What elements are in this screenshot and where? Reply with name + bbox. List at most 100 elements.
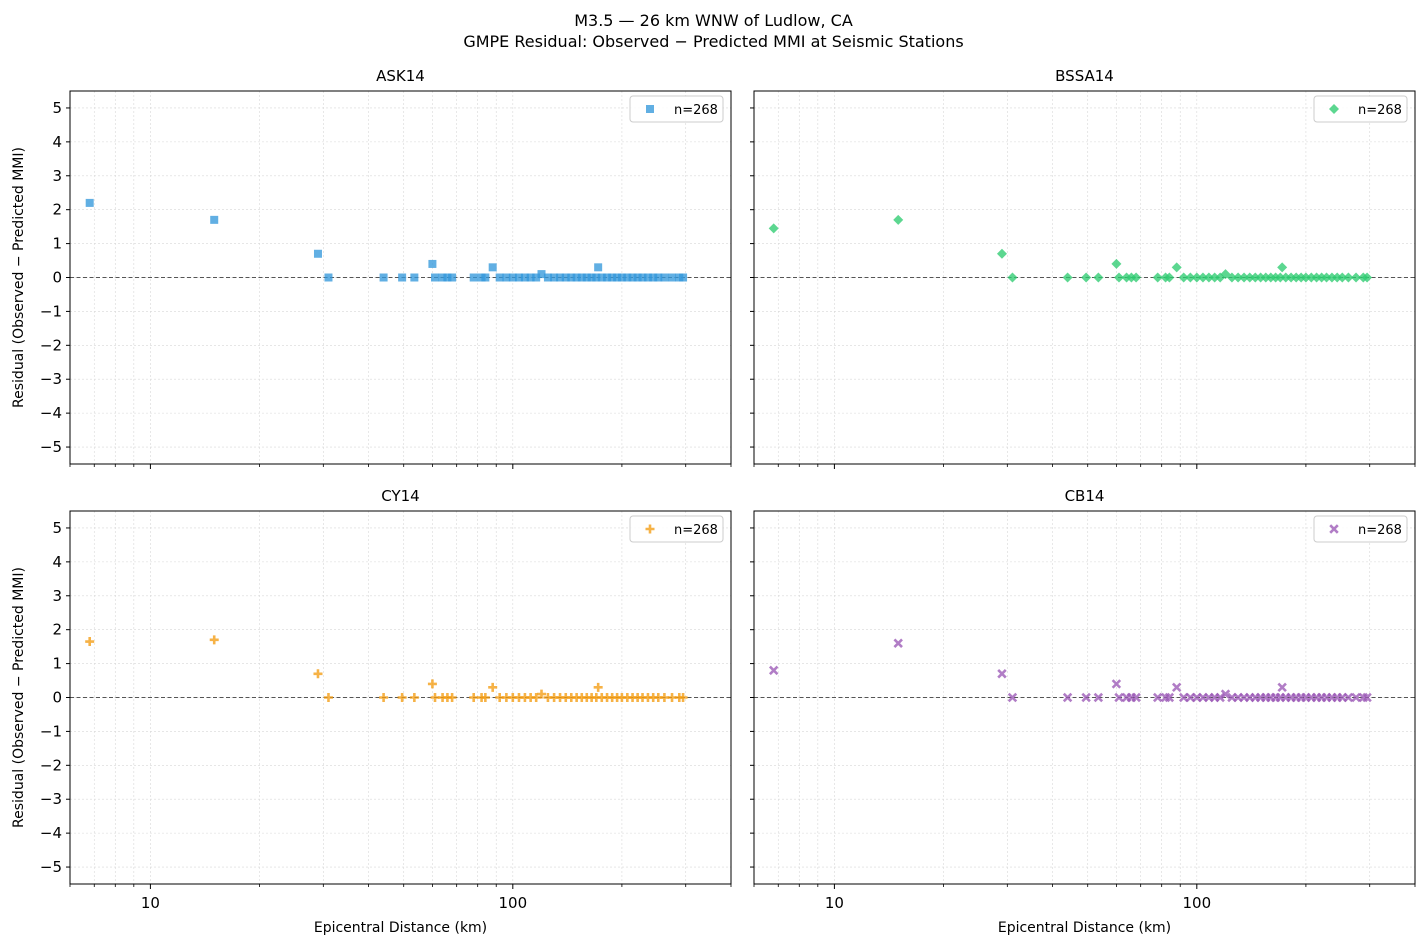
data-point	[1131, 692, 1141, 703]
data-point	[428, 259, 437, 268]
data-point	[531, 693, 541, 702]
data-point	[1178, 272, 1189, 283]
data-point	[679, 273, 688, 282]
figure-title-line2: GMPE Residual: Observed − Predicted MMI …	[463, 32, 964, 51]
data-point	[543, 273, 552, 282]
data-point	[1326, 272, 1337, 283]
data-point	[313, 669, 323, 679]
data-point	[997, 669, 1007, 679]
panel-title: BSSA14	[1055, 67, 1114, 85]
y-tick-label: 5	[52, 519, 62, 537]
y-tick-label: 3	[52, 587, 62, 605]
data-point	[1306, 272, 1317, 283]
legend-box	[1313, 515, 1408, 543]
data-point	[1351, 272, 1362, 283]
data-point	[502, 273, 511, 282]
data-point	[1164, 692, 1175, 703]
data-point	[85, 637, 95, 647]
data-point	[410, 273, 419, 282]
data-point	[526, 273, 535, 282]
data-point	[594, 263, 603, 272]
figure-title-line1: M3.5 — 26 km WNW of Ludlow, CA	[574, 11, 853, 30]
y-axis-label: Residual (Observed − Predicted MMI)	[11, 147, 27, 408]
panel-ask14: −5 −4 −3 −2 −1 0 1 2 3 4 5 ASK14 Residual (Observed …	[11, 67, 732, 469]
data-point	[427, 679, 437, 689]
data-point	[1093, 272, 1104, 283]
legend-box	[629, 515, 724, 543]
data-point	[1286, 272, 1297, 283]
y-tick-label: −2	[40, 756, 62, 774]
data-point	[582, 273, 591, 282]
data-point	[1220, 689, 1231, 699]
data-point	[1152, 692, 1163, 703]
data-point	[1081, 272, 1092, 283]
x-tick-label: 10	[825, 894, 844, 912]
data-point	[1114, 272, 1125, 283]
data-point	[443, 273, 452, 282]
data-point	[488, 263, 497, 272]
y-tick-label: −1	[40, 722, 62, 740]
data-point	[324, 273, 333, 282]
data-point	[893, 638, 903, 648]
y-tick-label: −3	[40, 370, 62, 388]
panel-title: ASK14	[376, 67, 425, 85]
data-point	[1197, 272, 1208, 283]
data-point	[1239, 272, 1250, 283]
data-point	[592, 273, 601, 282]
data-point	[1111, 679, 1122, 689]
data-point	[398, 273, 407, 282]
legend-label: n=268	[1358, 103, 1402, 118]
data-point	[379, 693, 389, 702]
data-point	[210, 215, 219, 224]
data-point	[567, 273, 576, 282]
x-axis-label: Epicentral Distance (km)	[998, 920, 1171, 936]
data-point	[1321, 272, 1332, 283]
data-point	[603, 273, 612, 282]
data-point	[1007, 272, 1018, 283]
data-point	[577, 273, 586, 282]
data-point	[633, 273, 642, 282]
data-point	[1275, 272, 1286, 283]
data-point	[668, 273, 677, 282]
series-points	[85, 198, 688, 282]
data-point	[643, 273, 652, 282]
legend-marker	[645, 524, 655, 534]
panel-title: CB14	[1065, 487, 1105, 505]
data-point	[654, 273, 663, 282]
data-point	[1362, 692, 1372, 703]
data-point	[1081, 692, 1091, 703]
y-tick-label: −4	[40, 404, 62, 422]
legend: n=268	[629, 95, 724, 123]
x-tick-label: 100	[498, 894, 527, 912]
data-point	[1343, 692, 1354, 703]
y-tick-label: −5	[40, 438, 62, 456]
y-tick-label: −3	[40, 790, 62, 808]
data-point	[397, 693, 407, 702]
y-tick-label: 0	[52, 269, 62, 287]
x-tick-label: 10	[141, 894, 160, 912]
data-point	[659, 693, 669, 702]
panel-cb14: 10 100 CB14 Epicentral Distance (km) n=268	[750, 487, 1416, 936]
data-point	[1337, 272, 1348, 283]
data-point	[1255, 272, 1266, 283]
data-point	[495, 273, 504, 282]
series-points	[768, 214, 1373, 283]
data-point	[1311, 272, 1322, 283]
y-tick-label: 2	[52, 201, 62, 219]
panel-cy14: −5 −4 −3 −2 −1 0 1 2 3 4 5 10 100 CY14 Epicentral Dist…	[11, 487, 732, 936]
y-tick-label: 2	[52, 621, 62, 639]
y-tick-label: −4	[40, 824, 62, 842]
data-point	[623, 273, 632, 282]
data-point	[1300, 272, 1311, 283]
y-tick-label: −2	[40, 336, 62, 354]
legend: n=268	[1313, 95, 1408, 123]
data-point	[1191, 272, 1202, 283]
data-point	[768, 665, 779, 676]
data-point	[537, 270, 546, 279]
data-point	[514, 273, 523, 282]
data-point	[608, 273, 617, 282]
data-point	[469, 273, 478, 282]
data-point	[1277, 262, 1288, 273]
y-tick-label: 0	[52, 689, 62, 707]
legend-label: n=268	[674, 103, 718, 118]
